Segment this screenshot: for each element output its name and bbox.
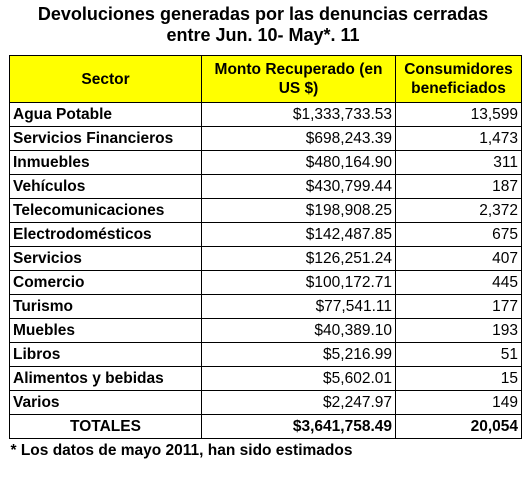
table-row: Alimentos y bebidas $5,602.01 15 — [9, 366, 522, 391]
sector-cell: Vehículos — [9, 174, 202, 199]
table-body: Agua Potable $1,333,733.53 13,599 Servicios… — [9, 102, 522, 415]
consumidores-cell: 407 — [395, 246, 522, 271]
monto-cell: $2,247.97 — [201, 390, 396, 415]
column-header-consumidores: Consumidores beneficiados — [395, 55, 522, 103]
table-row: Muebles $40,389.10 193 — [9, 318, 522, 343]
consumidores-cell: 193 — [395, 318, 522, 343]
consumidores-cell: 51 — [395, 342, 522, 367]
monto-cell: $698,243.39 — [201, 126, 396, 151]
table-row: Servicios $126,251.24 407 — [9, 246, 522, 271]
consumidores-cell: 149 — [395, 390, 522, 415]
consumidores-cell: 675 — [395, 222, 522, 247]
table-row: Electrodomésticos $142,487.85 675 — [9, 222, 522, 247]
data-table: Sector Monto Recuperado (en US $) Consum… — [9, 55, 522, 462]
sector-cell: Comercio — [9, 270, 202, 295]
monto-cell: $1,333,733.53 — [201, 102, 396, 127]
monto-cell: $40,389.10 — [201, 318, 396, 343]
sector-cell: Telecomunicaciones — [9, 198, 202, 223]
monto-cell: $430,799.44 — [201, 174, 396, 199]
monto-cell: $480,164.90 — [201, 150, 396, 175]
table-row: Servicios Financieros $698,243.39 1,473 — [9, 126, 522, 151]
chart-title-line-1: Devoluciones generadas por las denuncias… — [37, 4, 489, 24]
sector-cell: Libros — [9, 342, 202, 367]
table-row: Telecomunicaciones $198,908.25 2,372 — [9, 198, 522, 223]
sector-cell: Turismo — [9, 294, 202, 319]
monto-cell: $142,487.85 — [201, 222, 396, 247]
sector-cell: Agua Potable — [9, 102, 202, 127]
sector-cell: Varios — [9, 390, 202, 415]
chart-title: Devoluciones generadas por las denuncias… — [0, 4, 526, 46]
monto-cell: $198,908.25 — [201, 198, 396, 223]
sector-cell: Alimentos y bebidas — [9, 366, 202, 391]
chart-title-line-2: entre Jun. 10- May*. 11 — [166, 25, 360, 45]
table-row: Comercio $100,172.71 445 — [9, 270, 522, 295]
consumidores-cell: 311 — [395, 150, 522, 175]
consumidores-cell: 13,599 — [395, 102, 522, 127]
monto-cell: $100,172.71 — [201, 270, 396, 295]
totals-monto: $3,641,758.49 — [201, 414, 396, 439]
totals-label: TOTALES — [9, 414, 202, 439]
sector-cell: Servicios — [9, 246, 202, 271]
table-row: Libros $5,216.99 51 — [9, 342, 522, 367]
sector-cell: Inmuebles — [9, 150, 202, 175]
header-row: Sector Monto Recuperado (en US $) Consum… — [9, 55, 522, 103]
totals-consumidores: 20,054 — [395, 414, 522, 439]
sector-cell: Electrodomésticos — [9, 222, 202, 247]
column-header-sector: Sector — [9, 55, 202, 103]
table-row: Vehículos $430,799.44 187 — [9, 174, 522, 199]
consumidores-cell: 2,372 — [395, 198, 522, 223]
sector-cell: Servicios Financieros — [9, 126, 202, 151]
table-row: Varios $2,247.97 149 — [9, 390, 522, 415]
consumidores-cell: 187 — [395, 174, 522, 199]
column-header-monto: Monto Recuperado (en US $) — [201, 55, 396, 103]
consumidores-cell: 177 — [395, 294, 522, 319]
monto-cell: $77,541.11 — [201, 294, 396, 319]
table-row: Agua Potable $1,333,733.53 13,599 — [9, 102, 522, 127]
footnote: * Los datos de mayo 2011, han sido estim… — [9, 438, 522, 462]
monto-cell: $5,216.99 — [201, 342, 396, 367]
footnote-row: * Los datos de mayo 2011, han sido estim… — [9, 438, 522, 462]
totals-row: TOTALES $3,641,758.49 20,054 — [9, 414, 522, 439]
sector-cell: Muebles — [9, 318, 202, 343]
consumidores-cell: 445 — [395, 270, 522, 295]
monto-cell: $126,251.24 — [201, 246, 396, 271]
table-row: Turismo $77,541.11 177 — [9, 294, 522, 319]
consumidores-cell: 15 — [395, 366, 522, 391]
monto-cell: $5,602.01 — [201, 366, 396, 391]
table-row: Inmuebles $480,164.90 311 — [9, 150, 522, 175]
consumidores-cell: 1,473 — [395, 126, 522, 151]
